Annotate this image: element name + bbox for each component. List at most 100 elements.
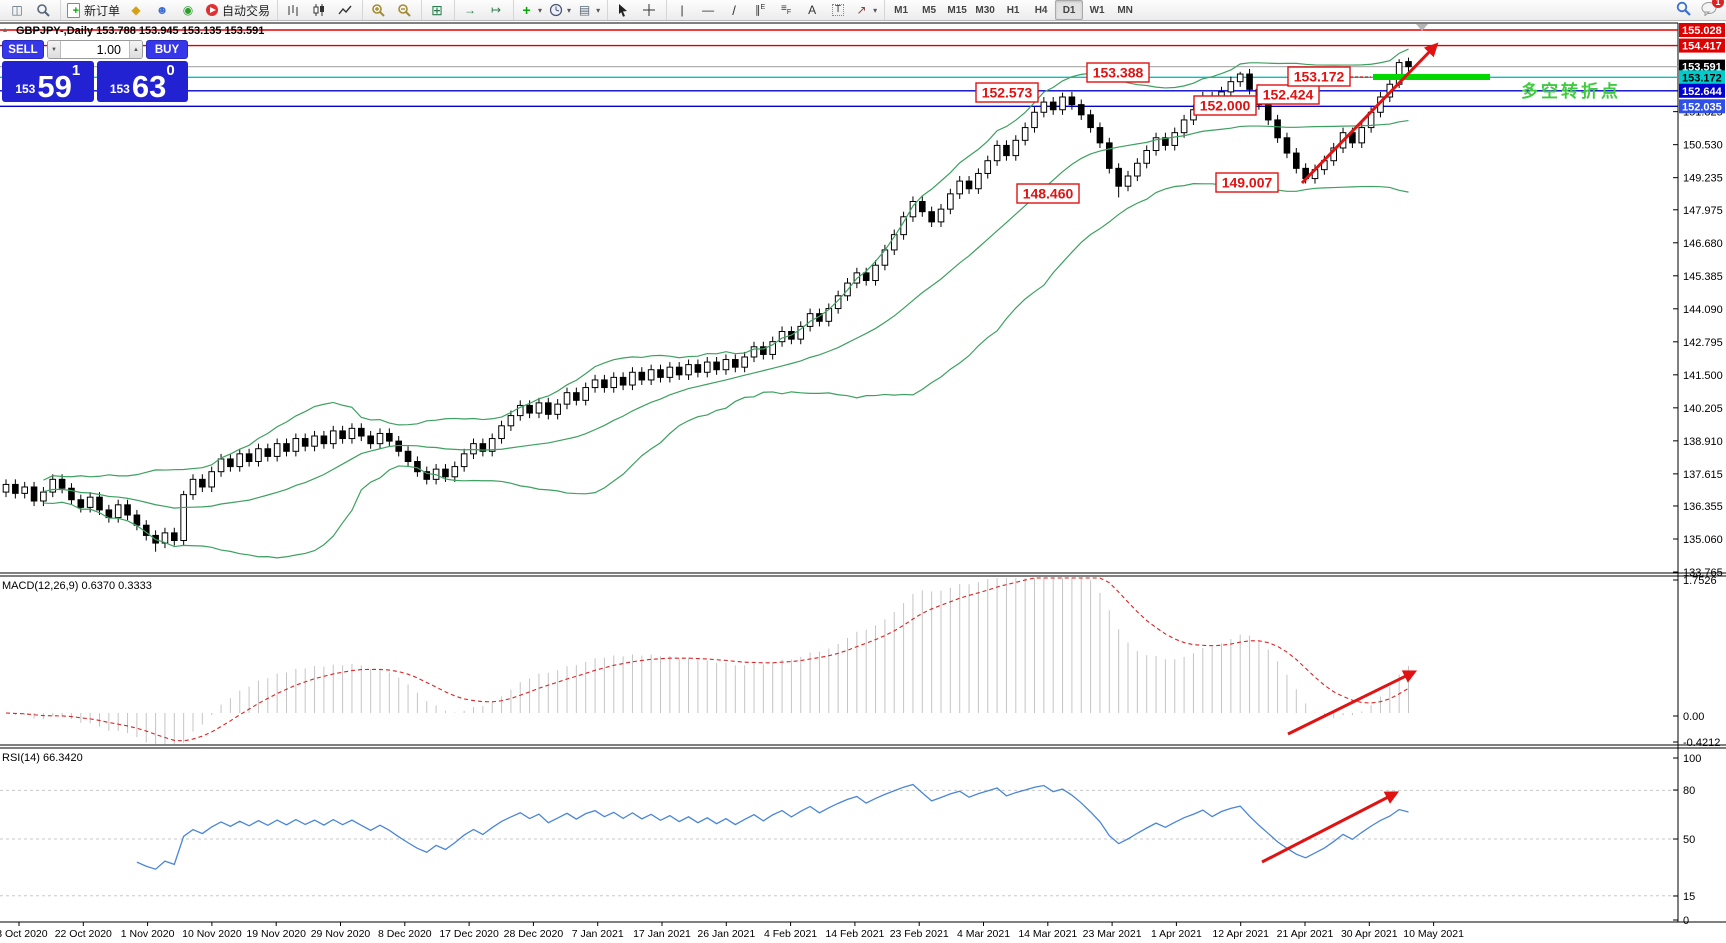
green-level-bar[interactable]: [1373, 74, 1490, 80]
buy-price-prefix: 153: [109, 82, 130, 96]
auto-scroll-icon[interactable]: →: [457, 0, 483, 20]
timeframe-h1[interactable]: H1: [1006, 4, 1020, 16]
horizontal-line-icon[interactable]: —: [695, 0, 721, 20]
candle: [694, 364, 702, 373]
label-icon[interactable]: T: [825, 0, 851, 20]
bollinger-middle-line: [43, 119, 1409, 509]
annotation-box[interactable]: [1086, 62, 1150, 83]
vertical-line-icon: |: [680, 3, 684, 17]
candle: [86, 496, 94, 508]
candle: [778, 330, 786, 343]
timeframe-m5[interactable]: M5: [922, 4, 937, 16]
candle: [199, 478, 206, 488]
cursor-icon[interactable]: [610, 0, 636, 20]
autotrading-icon[interactable]: 自动交易: [201, 0, 273, 20]
price-tag: [1679, 38, 1725, 53]
text-icon[interactable]: A: [799, 0, 825, 20]
price-tick-label: 133.765: [1683, 567, 1723, 579]
market-icon[interactable]: ◆: [123, 0, 149, 20]
one-click-toggle[interactable]: ▴: [3, 25, 8, 34]
candle: [1003, 144, 1010, 157]
chevron-down-icon: ▾: [596, 5, 601, 15]
candle: [937, 208, 945, 223]
trend-arrow-price[interactable]: [1300, 42, 1439, 185]
templates-icon[interactable]: ▤ ▾: [574, 0, 603, 20]
candle: [947, 193, 954, 210]
line-chart-icon[interactable]: [332, 0, 358, 20]
date-label: 13 Oct 2020: [0, 928, 48, 940]
trendline-icon[interactable]: /: [721, 0, 747, 20]
buy-price[interactable]: 153 63 0: [96, 61, 188, 102]
zoom-out-icon[interactable]: [391, 0, 417, 20]
zoom-in-icon: [371, 3, 386, 18]
lot-size-input[interactable]: [61, 41, 129, 58]
zoom-in-icon[interactable]: [365, 0, 391, 20]
fibonacci-icon[interactable]: ≡F: [773, 0, 799, 20]
tile-windows-icon[interactable]: ⊞: [424, 0, 450, 20]
annotation-text: 153.172: [1294, 69, 1345, 85]
timeframe-m15[interactable]: M15: [947, 4, 967, 16]
date-label: 10 Nov 2020: [182, 928, 242, 940]
price-tag: [1679, 99, 1725, 114]
community-icon[interactable]: ☻: [149, 0, 175, 20]
zoom-out-icon: [397, 3, 412, 18]
indicators-icon[interactable]: + ▾: [516, 0, 545, 20]
timeframe-mn[interactable]: MN: [1117, 4, 1133, 16]
indicators-icon: +: [522, 2, 531, 18]
chart-shift-marker[interactable]: [1416, 24, 1428, 31]
sell-price[interactable]: 153 59 1: [2, 61, 94, 102]
lot-increase-button[interactable]: ▲: [129, 41, 142, 58]
chart-shift-icon[interactable]: ↦: [483, 0, 509, 20]
candle: [573, 392, 580, 401]
annotation-box[interactable]: [1016, 183, 1080, 204]
periods-icon[interactable]: ▾: [545, 0, 574, 20]
shapes-icon[interactable]: ↗ ▾: [851, 0, 880, 20]
timeframe-d1[interactable]: D1: [1055, 0, 1084, 20]
candle: [367, 435, 374, 445]
tick-chart-icon[interactable]: [30, 0, 56, 20]
bar-chart-icon[interactable]: [280, 0, 306, 20]
candle: [872, 264, 879, 282]
vertical-line-icon[interactable]: |: [669, 0, 695, 20]
trend-arrow-rsi[interactable]: [1261, 791, 1400, 864]
new-order-icon[interactable]: + 新订单: [63, 0, 123, 20]
candle: [1162, 137, 1169, 146]
timeframe-h4[interactable]: H4: [1034, 4, 1048, 16]
candle-chart-icon[interactable]: [306, 0, 332, 20]
price-tick-label: 147.975: [1683, 205, 1723, 217]
trend-arrow-macd[interactable]: [1287, 670, 1418, 736]
annotation-box[interactable]: [1193, 95, 1257, 116]
timeframe-m30[interactable]: M30: [975, 4, 995, 16]
label-icon: T: [831, 3, 846, 18]
lot-decrease-button[interactable]: ▼: [48, 41, 61, 58]
annotation-box[interactable]: [1215, 172, 1279, 193]
buy-price-sup: 0: [166, 62, 175, 79]
candle: [638, 371, 646, 381]
timeframe-w1[interactable]: W1: [1089, 4, 1105, 16]
candle: [273, 443, 281, 457]
price-tag: [1679, 83, 1725, 98]
annotation-box[interactable]: [975, 82, 1039, 103]
timeframe-m1[interactable]: M1: [894, 4, 909, 16]
date-label: 26 Jan 2021: [697, 928, 755, 940]
date-label: 30 Apr 2021: [1341, 928, 1398, 940]
notifications-icon[interactable]: 1: [1701, 0, 1724, 19]
toolbar-group-chart-types: [277, 0, 360, 20]
candle: [451, 466, 459, 478]
candle: [703, 361, 711, 373]
macd-label: MACD(12,26,9) 0.6370 0.3333: [2, 580, 152, 592]
chart-window-icon[interactable]: ◫: [4, 0, 30, 20]
crosshair-icon[interactable]: [636, 0, 662, 20]
channel-icon[interactable]: ∥E: [747, 0, 773, 20]
buy-button[interactable]: BUY: [146, 40, 188, 59]
candle: [975, 172, 982, 190]
sell-button[interactable]: SELL: [2, 40, 44, 59]
signals-icon[interactable]: ◉: [175, 0, 201, 20]
candle: [928, 211, 935, 223]
candle: [488, 438, 496, 452]
search-icon[interactable]: [1676, 1, 1691, 19]
candle: [470, 443, 477, 455]
rsi-tick-label: 15: [1683, 891, 1695, 903]
candle: [591, 379, 599, 389]
